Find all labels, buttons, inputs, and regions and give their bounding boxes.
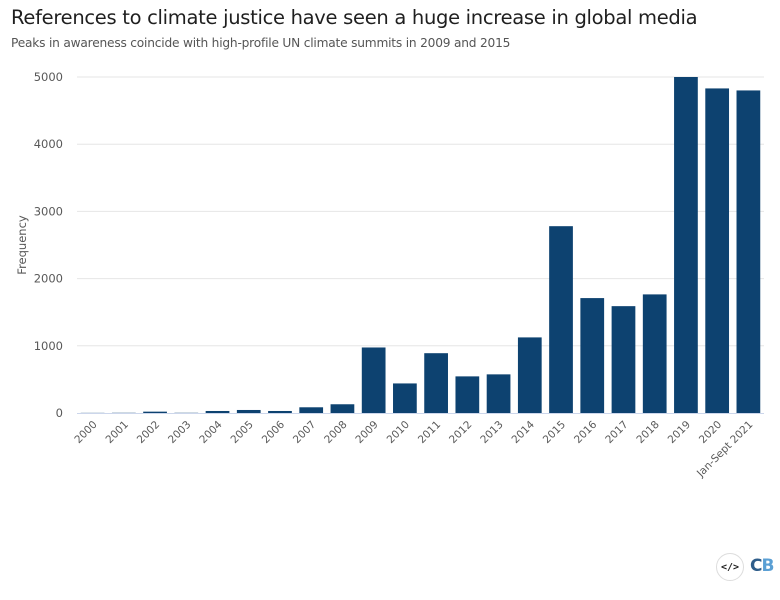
bar[interactable] [705, 88, 730, 413]
x-tick-label: 2008 [322, 419, 349, 446]
x-tick-label: 2006 [260, 418, 288, 446]
bar[interactable] [143, 411, 167, 413]
bar[interactable] [424, 353, 448, 413]
y-tick-label: 2000 [34, 272, 63, 286]
bar[interactable] [642, 294, 667, 413]
x-tick-label: 2017 [603, 419, 630, 446]
y-tick-label: 4000 [34, 137, 63, 151]
x-tick-label: 2009 [353, 419, 380, 446]
bar[interactable] [205, 410, 230, 413]
logo-letter-b: B [761, 556, 774, 576]
embed-code-button[interactable]: </> [716, 553, 744, 581]
bar[interactable] [268, 410, 292, 413]
y-axis-title: Frequency [15, 215, 29, 275]
bar[interactable] [486, 374, 511, 413]
x-tick-label: 2020 [697, 419, 724, 446]
chart-title: References to climate justice have seen … [11, 6, 698, 29]
y-tick-label: 0 [56, 406, 63, 420]
bar[interactable] [517, 337, 542, 413]
x-tick-label: 2004 [197, 418, 225, 446]
bars [80, 77, 761, 413]
x-tick-label: 2003 [166, 419, 193, 446]
code-embed-icon: </> [720, 561, 740, 573]
x-tick-label: 2014 [510, 418, 538, 446]
x-tick-label: 2016 [572, 418, 600, 446]
x-tick-label: 2011 [416, 419, 443, 446]
bar[interactable] [330, 404, 355, 413]
carbon-brief-logo[interactable]: CB [750, 556, 774, 576]
bar[interactable] [236, 409, 261, 413]
x-tick-label: 2007 [291, 419, 318, 446]
bar[interactable] [674, 77, 698, 413]
x-tick-label: 2002 [135, 419, 162, 446]
x-tick-label: 2019 [666, 419, 693, 446]
y-tick-label: 1000 [34, 339, 63, 353]
x-tick-label: 2012 [447, 419, 474, 446]
bar[interactable] [736, 90, 761, 413]
logo-letter-c: C [750, 556, 763, 576]
x-tick-label: Jan-Sept 2021 [694, 419, 755, 480]
x-tick-label: 2000 [72, 419, 99, 446]
y-tick-label: 5000 [34, 70, 63, 84]
bar[interactable] [361, 347, 386, 413]
x-axis-ticks: 2000 2001 2002 2003 2004 2005 2006 2007 2008 2009… [72, 418, 755, 480]
y-axis-ticks: 0 1000 2000 3000 4000 5000 [34, 70, 63, 420]
x-tick-label: 2005 [228, 419, 255, 446]
y-tick-label: 3000 [34, 204, 63, 218]
bar[interactable] [611, 306, 636, 413]
bar[interactable] [549, 226, 573, 413]
x-tick-label: 2018 [634, 419, 661, 446]
bar[interactable] [299, 407, 324, 413]
chart-subtitle: Peaks in awareness coincide with high-pr… [11, 36, 511, 50]
x-tick-label: 2010 [385, 419, 412, 446]
bar[interactable] [393, 383, 417, 413]
x-tick-label: 2001 [104, 419, 131, 446]
bar[interactable] [580, 298, 605, 413]
x-tick-label: 2015 [541, 419, 568, 446]
x-tick-label: 2013 [478, 419, 505, 446]
bar[interactable] [455, 376, 480, 413]
